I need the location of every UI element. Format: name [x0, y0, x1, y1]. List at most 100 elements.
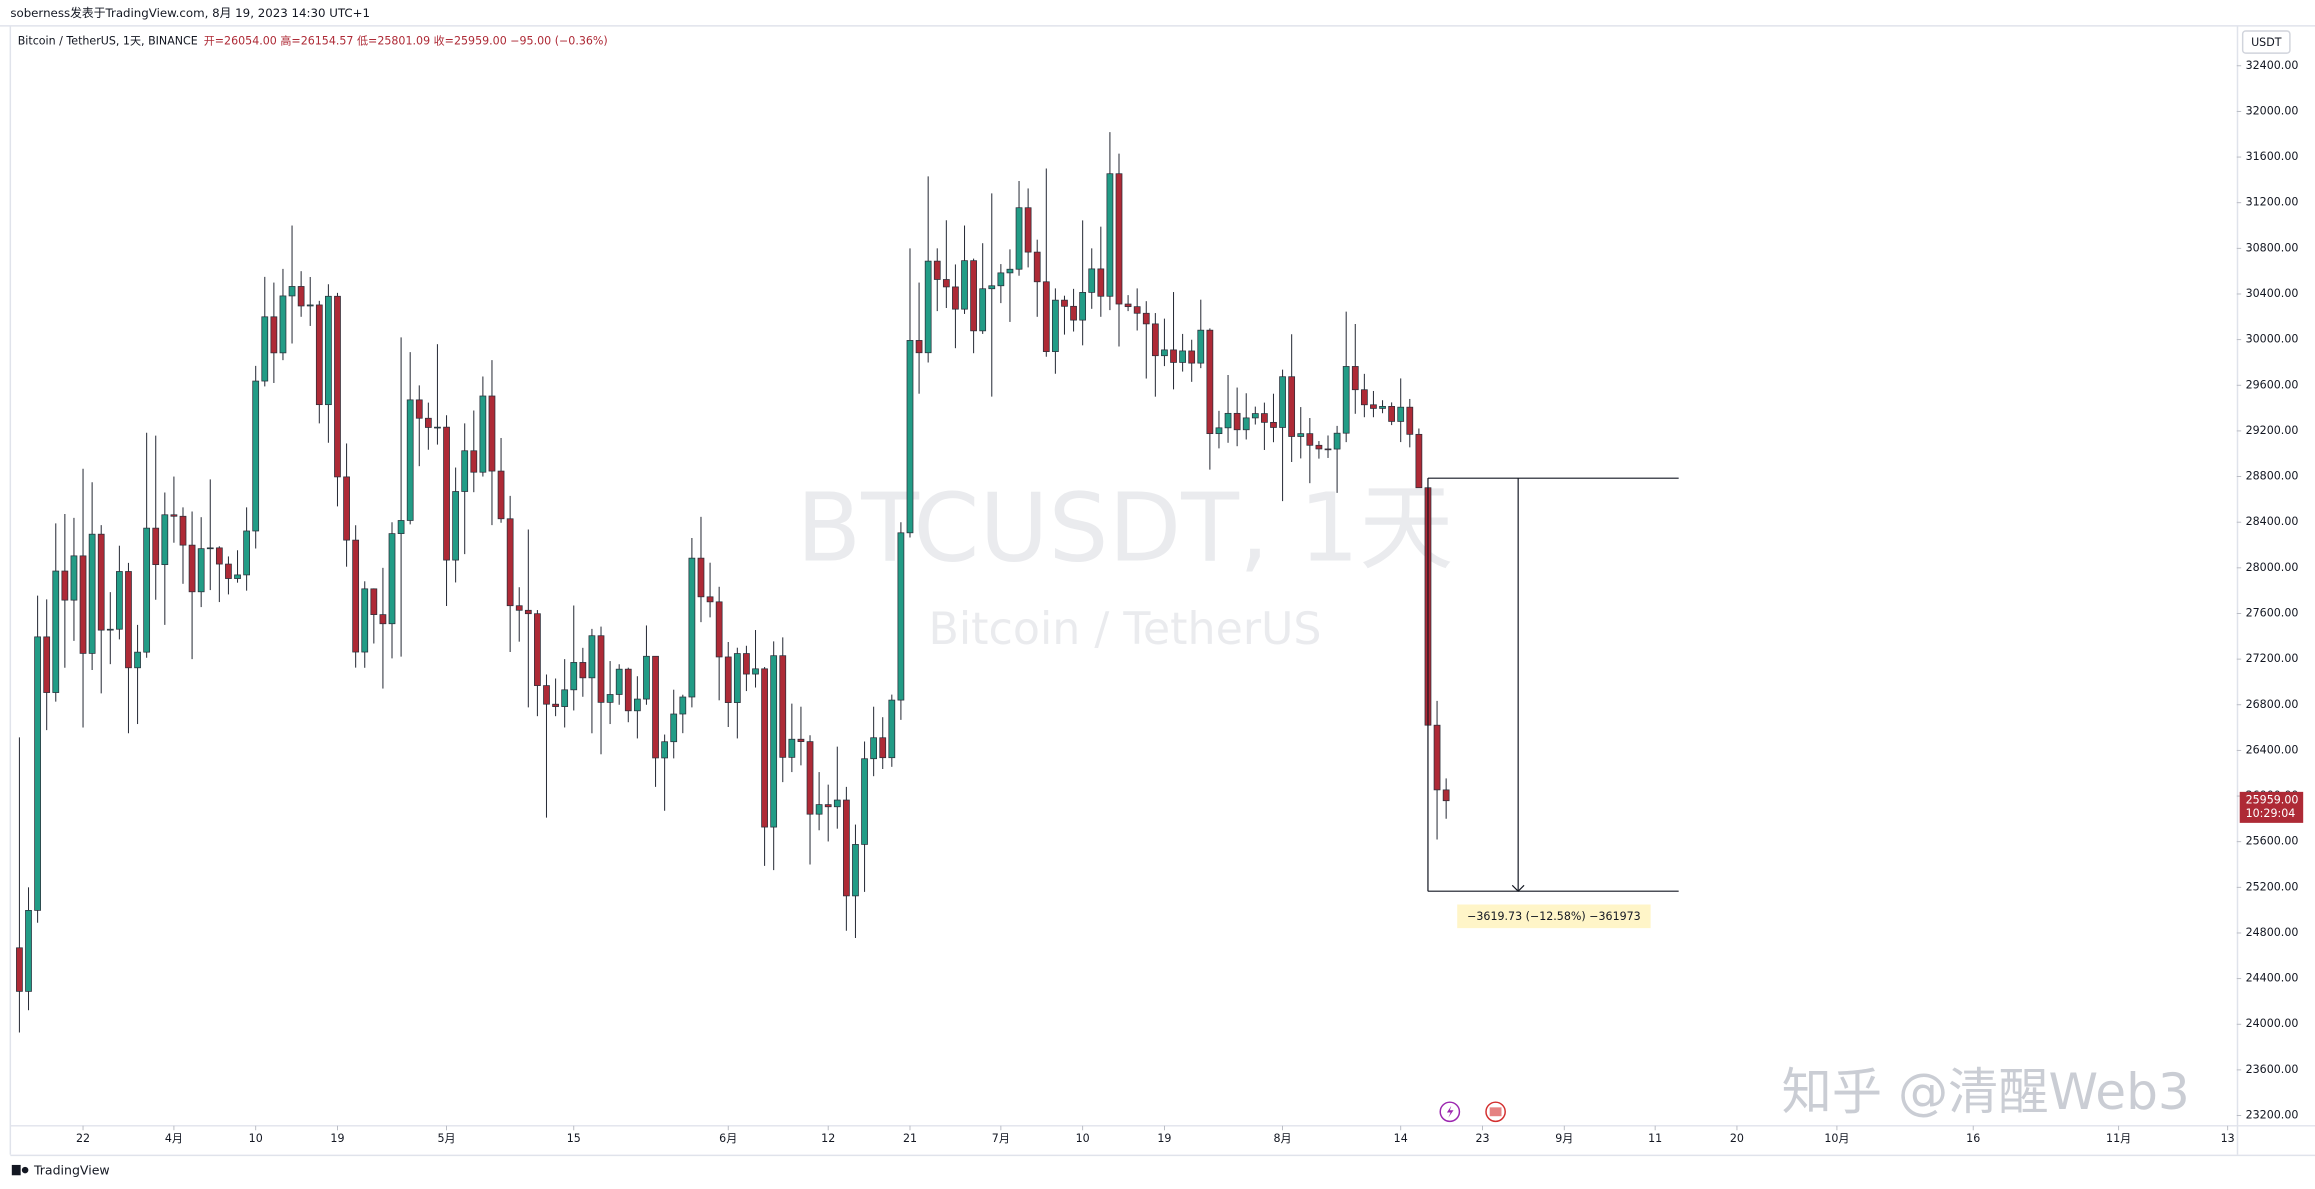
candle-body [252, 380, 260, 532]
candle-body [743, 653, 750, 675]
candle-body [234, 574, 241, 579]
y-tick-label: 30800.00 [2246, 241, 2299, 254]
candle-body [1279, 376, 1286, 428]
x-tick-label: 6月 [719, 1132, 737, 1145]
candle-body [1097, 268, 1105, 297]
currency-label[interactable]: USDT [2251, 36, 2282, 49]
currency-box[interactable] [2241, 30, 2291, 54]
y-tick-label: 29200.00 [2246, 424, 2299, 437]
candle-body [315, 304, 323, 406]
candle-body [1115, 173, 1123, 305]
x-tick-label: 10 [1076, 1132, 1090, 1145]
candle-body [1170, 349, 1177, 363]
candle-body [1179, 350, 1186, 363]
candle-body [479, 395, 487, 473]
x-tick-label: 11 [1648, 1132, 1662, 1145]
candle-body [697, 557, 705, 598]
candle-body [1315, 444, 1323, 450]
candle-body [761, 668, 768, 828]
candle-body [561, 689, 569, 707]
candle-body [633, 698, 641, 712]
candle-body [215, 547, 223, 565]
candle-body [279, 295, 287, 354]
candle-body [506, 518, 514, 607]
candle-body [588, 635, 596, 679]
candle-body [1161, 349, 1168, 357]
candle-body [1052, 299, 1059, 352]
y-tick-label: 26400.00 [2246, 743, 2299, 756]
candle-body [243, 530, 250, 576]
candle-body [661, 741, 668, 759]
candle-body [1261, 413, 1268, 423]
x-tick-label: 14 [1394, 1132, 1408, 1145]
candle-body [1442, 789, 1450, 802]
candle-body [1206, 329, 1214, 435]
candle-body [615, 668, 623, 695]
watermark-subtitle: Bitcoin / TetherUS [928, 604, 1321, 655]
x-tick-label: 13 [2221, 1132, 2235, 1145]
candle-body [497, 470, 505, 520]
candle-body [52, 570, 60, 693]
footer-brand: TradingView [33, 1162, 110, 1177]
candle-body [170, 514, 178, 517]
candle-body [524, 609, 532, 615]
y-tick-label: 24800.00 [2246, 926, 2299, 939]
candle-body [34, 636, 41, 911]
candle-body [225, 563, 232, 579]
candle-body [352, 539, 360, 653]
candle-body [824, 804, 832, 808]
candle-body [942, 279, 950, 288]
candle-body [961, 260, 968, 310]
candle-body [606, 694, 614, 703]
x-tick-label: 20 [1730, 1132, 1744, 1145]
candle-body [815, 804, 823, 815]
candle-body [888, 699, 896, 759]
candle-body [570, 662, 578, 691]
candle-body [97, 533, 105, 631]
y-tick-label: 28800.00 [2246, 470, 2299, 483]
candle-body [16, 947, 23, 992]
candle-body [1388, 406, 1395, 422]
candle-body [1333, 432, 1341, 450]
candle-body [1033, 251, 1041, 283]
candle-body [88, 533, 96, 654]
candle-body [334, 295, 341, 478]
candle-body [924, 260, 932, 354]
x-tick-label: 8月 [1274, 1132, 1292, 1145]
candle-body [1006, 268, 1014, 274]
candle-body [879, 737, 887, 759]
x-tick-label: 15 [567, 1132, 581, 1145]
y-tick-label: 30000.00 [2246, 333, 2299, 346]
candle-body [188, 544, 196, 593]
candle-body [343, 476, 350, 541]
candle-body [1061, 299, 1068, 307]
candle-body [461, 450, 469, 492]
y-tick-label: 32000.00 [2246, 104, 2299, 117]
candle-body [361, 588, 369, 653]
candle-body [424, 417, 432, 428]
x-tick-label: 19 [330, 1132, 344, 1145]
candle-body [906, 340, 914, 534]
candle-body [670, 713, 678, 743]
candle-body [724, 656, 732, 703]
candle-body [997, 272, 1005, 287]
candle-body [288, 286, 296, 297]
candle-body [1242, 417, 1250, 431]
candle-body [1342, 366, 1350, 434]
candle-body [434, 426, 441, 429]
candle-body [1015, 207, 1023, 270]
candle-body [370, 588, 378, 615]
candle-body [197, 548, 205, 593]
candle-body [788, 738, 796, 758]
candle-body [488, 395, 496, 472]
candle-body [861, 758, 868, 845]
y-tick-label: 24400.00 [2246, 972, 2299, 985]
x-tick-label: 5月 [437, 1132, 455, 1145]
measure-label-box [1457, 904, 1651, 929]
candle-body [1306, 433, 1314, 446]
candle-body [1224, 412, 1232, 429]
candle-body [543, 685, 550, 705]
